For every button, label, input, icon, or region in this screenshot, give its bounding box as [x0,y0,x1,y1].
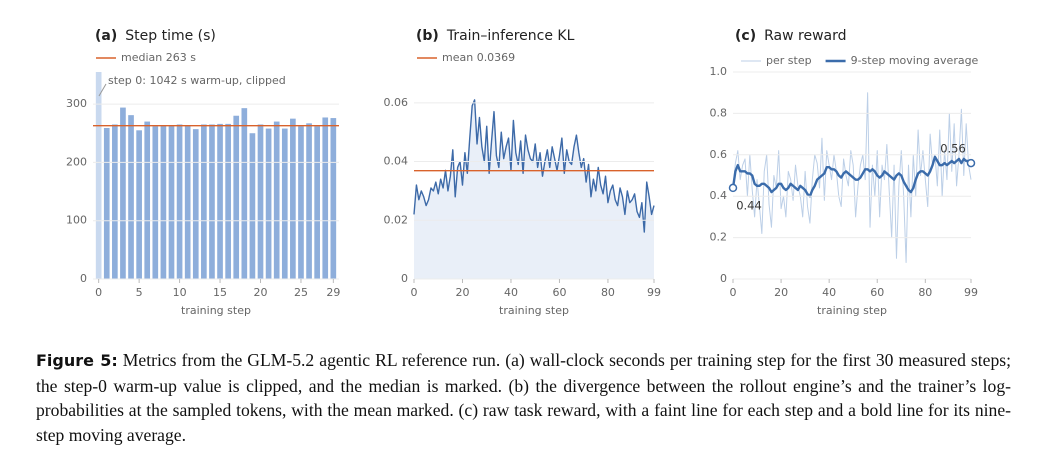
x-tick-label: 0 [730,286,737,299]
bar [330,118,337,279]
bar [184,125,191,279]
bar [298,126,304,279]
bar [217,123,223,279]
plot-area [95,72,337,279]
caption: Figure 5: Metrics from the GLM-5.2 agent… [36,348,1011,447]
y-tick-label: 0.4 [710,189,728,202]
y-tick-label: 300 [66,97,87,110]
bar [209,124,215,279]
bar [273,121,280,279]
y-tick-label: 0 [720,272,727,285]
bar [176,124,183,279]
y-tick-label: 0 [401,272,408,285]
bar [281,128,288,279]
x-tick-label: 60 [870,286,884,299]
area-fill [414,99,654,279]
data-line [413,99,655,233]
x-axis-label: training step [499,304,569,317]
bar [136,130,142,279]
bar [233,115,240,279]
end-marker [728,183,738,193]
panel-label: (c) [735,28,756,44]
panel-label: (a) [95,28,117,44]
x-tick-label: 80 [601,286,615,299]
bar [314,126,320,279]
y-tick-label: 0.04 [384,155,409,168]
legend-label: mean 0.0369 [442,51,515,64]
bar [160,125,167,279]
annotation-leader [98,83,107,97]
plot-area [413,99,655,279]
bar [128,115,134,279]
bar [257,124,264,279]
x-axis-label: training step [817,304,887,317]
bar [168,125,175,279]
bar [201,124,207,279]
bar [290,118,296,279]
y-tick-label: 0 [80,272,87,285]
plot-area [731,92,972,263]
x-tick-label: 0 [411,286,418,299]
bar [112,124,118,279]
x-tick-label: 15 [213,286,227,299]
bar [144,121,151,279]
x-tick-label: 40 [822,286,836,299]
x-tick-label: 5 [136,286,143,299]
x-tick-label: 60 [552,286,566,299]
bar [192,129,199,279]
legend-label: 9-step moving average [851,54,979,67]
caption-text: Metrics from the GLM-5.2 agentic RL refe… [36,350,1011,445]
x-tick-label: 29 [326,286,340,299]
x-tick-label: 0 [95,286,102,299]
x-tick-label: 20 [455,286,469,299]
value-label: 0.56 [940,142,966,156]
chart-title: (c) Raw reward [735,28,847,44]
end-marker [966,158,976,168]
chart-title: (a) Step time (s) [95,28,216,44]
bar [241,108,248,279]
data-line [731,155,972,198]
title-text: Step time (s) [125,28,216,44]
bar [249,133,256,279]
y-tick-label: 0.8 [710,106,728,119]
y-tick-label: 0.02 [384,213,409,226]
data-line [732,92,972,263]
y-tick-label: 0.6 [710,148,728,161]
y-tick-label: 200 [66,155,87,168]
bar [322,117,329,279]
x-tick-label: 20 [254,286,268,299]
x-tick-label: 80 [918,286,932,299]
x-tick-label: 25 [294,286,308,299]
bar [120,107,126,279]
x-axis-label: training step [181,304,251,317]
x-tick-label: 20 [774,286,788,299]
panel-label: (b) [416,28,439,44]
bar [306,123,312,279]
bar [152,126,159,279]
legend-label: per step [766,54,812,67]
bar [103,127,110,279]
y-tick-label: 0.06 [384,96,409,109]
y-tick-label: 0.2 [710,231,728,244]
x-tick-label: 99 [964,286,978,299]
x-tick-label: 40 [504,286,518,299]
value-label: 0.44 [736,198,762,212]
legend-label: median 263 s [121,51,196,64]
chart-title: (b) Train–inference KL [416,28,575,44]
title-text: Raw reward [764,28,846,44]
x-tick-label: 10 [173,286,187,299]
bar [225,123,231,279]
x-tick-label: 99 [647,286,661,299]
title-text: Train–inference KL [446,28,575,44]
annotation: step 0: 1042 s warm-up, clipped [108,74,286,87]
y-tick-label: 1.0 [710,65,728,78]
bar [95,72,102,279]
caption-label: Figure 5: [36,351,118,370]
y-tick-label: 100 [66,214,87,227]
bar [265,128,272,279]
